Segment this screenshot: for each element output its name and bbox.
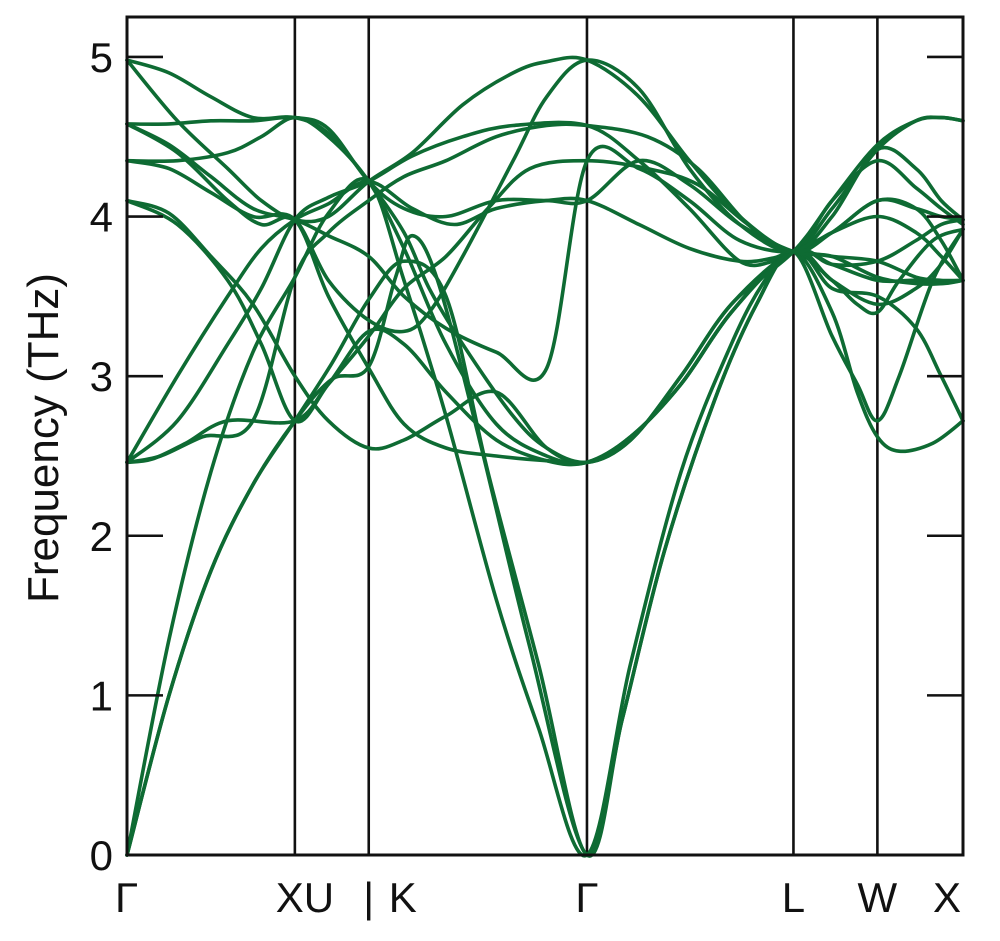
kpoint-label: XU xyxy=(276,874,334,921)
band-5 xyxy=(125,122,965,465)
band-3 xyxy=(125,177,965,858)
kpoint-lines xyxy=(293,17,879,855)
band-10 xyxy=(125,115,965,466)
kpoint-label: W xyxy=(858,874,898,921)
band-6 xyxy=(125,120,965,465)
kpoint-label: | xyxy=(363,874,374,921)
plot-frame xyxy=(125,15,965,857)
kpoint-label: L xyxy=(782,874,805,921)
ytick-label: 5 xyxy=(90,34,113,81)
kpoint-labels: Γ XU | K Γ L W X xyxy=(115,874,961,921)
y-tick-labels: 0 1 2 3 4 5 xyxy=(90,34,113,879)
band-2 xyxy=(125,227,965,858)
kpoint-label: K xyxy=(389,874,417,921)
band-14 xyxy=(125,58,965,334)
band-13 xyxy=(125,122,965,382)
kpoint-label: X xyxy=(933,874,961,921)
kpoint-label: Γ xyxy=(115,874,138,921)
kpoint-label: Γ xyxy=(575,874,598,921)
band-1 xyxy=(125,249,965,858)
ytick-label: 0 xyxy=(90,832,113,879)
y-axis-label: Frequency (THz) xyxy=(19,273,68,603)
ytick-label: 3 xyxy=(90,353,113,400)
ytick-label: 4 xyxy=(90,194,113,241)
band-series xyxy=(125,55,965,858)
y-ticks xyxy=(127,55,963,697)
band-16 xyxy=(125,55,965,254)
ytick-label: 2 xyxy=(90,513,113,560)
band-15 xyxy=(125,58,965,465)
ytick-label: 1 xyxy=(90,672,113,719)
band-7 xyxy=(125,179,965,465)
